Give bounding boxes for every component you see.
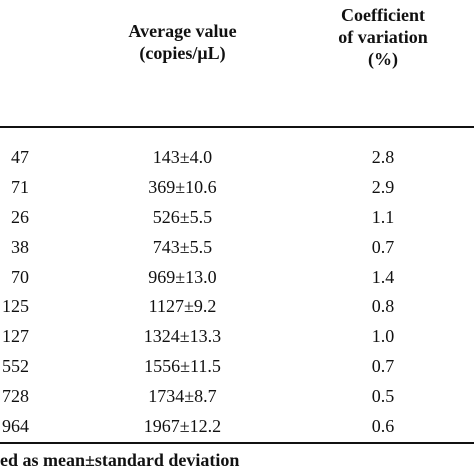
cell-average-value: 1127±9.2 <box>148 296 217 316</box>
table-row: 26 526±5.5 1.1 <box>0 205 474 229</box>
table-row: 47 143±4.0 2.8 <box>0 145 474 169</box>
table-row: 125 1127±9.2 0.8 <box>0 294 474 318</box>
cell-first-column: 728 <box>2 386 29 406</box>
table-row: 552 1556±11.5 0.7 <box>0 354 474 378</box>
header-average-line-2: (copies/μL) <box>139 43 226 63</box>
table-row: 38 743±5.5 0.7 <box>0 235 474 259</box>
cell-first-column: 125 <box>2 296 29 316</box>
table-footnote: ed as mean±standard deviation <box>0 450 240 470</box>
cell-coefficient-of-variation: 2.8 <box>371 147 395 167</box>
cell-first-column: 127 <box>2 326 29 346</box>
cell-coefficient-of-variation: 0.8 <box>371 296 395 316</box>
cell-average-value: 526±5.5 <box>152 207 213 227</box>
cell-first-column: 71 <box>11 177 29 197</box>
table-row: 71 369±10.6 2.9 <box>0 175 474 199</box>
table-row: 964 1967±12.2 0.6 <box>0 414 474 438</box>
cell-coefficient-of-variation: 2.9 <box>371 177 395 197</box>
header-average-value: Average value (copies/μL) <box>100 20 265 64</box>
header-coefficient-of-variation: Coefficient of variation (%) <box>318 4 448 70</box>
header-average-line-1: Average value <box>128 21 237 41</box>
header-cv-line-1: Coefficient <box>341 5 425 25</box>
cell-first-column: 964 <box>2 416 29 436</box>
cell-average-value: 1556±11.5 <box>144 356 221 376</box>
table-row: 127 1324±13.3 1.0 <box>0 324 474 348</box>
table-row: 728 1734±8.7 0.5 <box>0 384 474 408</box>
cell-coefficient-of-variation: 0.6 <box>371 416 395 436</box>
cell-coefficient-of-variation: 1.0 <box>371 326 395 346</box>
table-bottom-rule <box>0 442 474 444</box>
table-row: 70 969±13.0 1.4 <box>0 265 474 289</box>
cell-average-value: 369±10.6 <box>148 177 217 197</box>
header-cv-line-2: of variation <box>338 27 428 47</box>
cell-average-value: 143±4.0 <box>152 147 213 167</box>
cell-coefficient-of-variation: 0.7 <box>371 356 395 376</box>
cell-average-value: 1734±8.7 <box>148 386 217 406</box>
cell-first-column: 26 <box>11 207 29 227</box>
cell-coefficient-of-variation: 0.5 <box>371 386 395 406</box>
cell-first-column: 70 <box>11 267 29 287</box>
cell-first-column: 38 <box>11 237 29 257</box>
cell-first-column: 552 <box>2 356 29 376</box>
cell-average-value: 743±5.5 <box>152 237 213 257</box>
cell-coefficient-of-variation: 1.1 <box>371 207 395 227</box>
cell-average-value: 1324±13.3 <box>143 326 222 346</box>
cell-average-value: 1967±12.2 <box>143 416 222 436</box>
cell-coefficient-of-variation: 1.4 <box>371 267 395 287</box>
cell-coefficient-of-variation: 0.7 <box>371 237 395 257</box>
cell-average-value: 969±13.0 <box>148 267 217 287</box>
header-cv-line-3: (%) <box>368 49 398 69</box>
cell-first-column: 47 <box>11 147 29 167</box>
table-top-rule <box>0 126 474 128</box>
